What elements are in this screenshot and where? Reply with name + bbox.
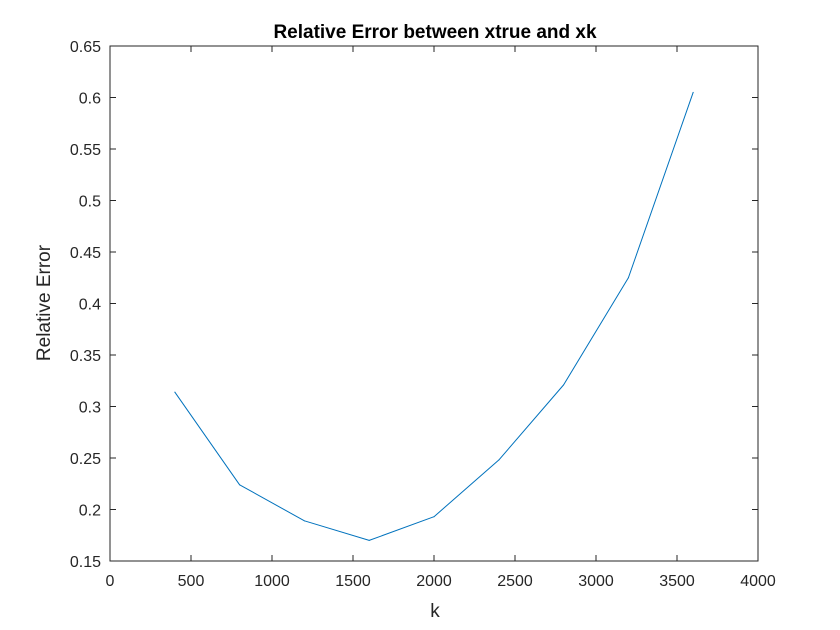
x-tick-label: 3500 xyxy=(659,573,695,590)
data-point xyxy=(303,520,305,522)
x-tick-label: 1500 xyxy=(335,573,371,590)
x-tick-label: 0 xyxy=(106,573,115,590)
x-tick-label: 2000 xyxy=(416,573,452,590)
y-axis-title: Relative Error xyxy=(34,244,55,361)
plot-axes: 0 500 1000 1500 2000 2500 3000 3500 4000 0.15 0.2… xyxy=(70,39,776,590)
y-tick-label: 0.6 xyxy=(79,91,101,108)
y-tick-label: 0.3 xyxy=(79,400,101,417)
data-point xyxy=(692,91,694,93)
y-tick-label: 0.4 xyxy=(79,297,101,314)
data-point xyxy=(433,516,435,518)
chart-title: Relative Error between xtrue and xk xyxy=(273,22,597,43)
data-point xyxy=(498,459,500,461)
y-tick-label: 0.25 xyxy=(70,451,101,468)
y-tick-label: 0.35 xyxy=(70,348,101,365)
plot-area xyxy=(109,45,759,562)
x-tick-label: 2500 xyxy=(497,573,533,590)
y-tick-label: 0.15 xyxy=(70,554,101,571)
x-tick-label: 1000 xyxy=(254,573,290,590)
y-tick-label: 0.5 xyxy=(79,194,101,211)
y-tick-label: 0.45 xyxy=(70,245,101,262)
y-tick-label: 0.65 xyxy=(70,39,101,56)
x-axis-ticks: 0 500 1000 1500 2000 2500 3000 3500 4000 xyxy=(106,46,776,590)
series-layer xyxy=(174,91,694,541)
data-point xyxy=(174,391,176,393)
y-tick-label: 0.55 xyxy=(70,142,101,159)
y-tick-label: 0.2 xyxy=(79,503,101,520)
x-axis-title: k xyxy=(430,601,440,622)
x-tick-label: 500 xyxy=(178,573,205,590)
x-tick-label: 3000 xyxy=(578,573,614,590)
x-tick-label: 4000 xyxy=(740,573,776,590)
data-point xyxy=(563,384,565,386)
y-axis-ticks: 0.15 0.2 0.25 0.3 0.35 0.4 0.45 0.5 0.55 0.6 0.65 xyxy=(70,39,758,571)
data-point xyxy=(368,539,370,541)
data-point xyxy=(239,484,241,486)
data-point xyxy=(627,277,629,279)
